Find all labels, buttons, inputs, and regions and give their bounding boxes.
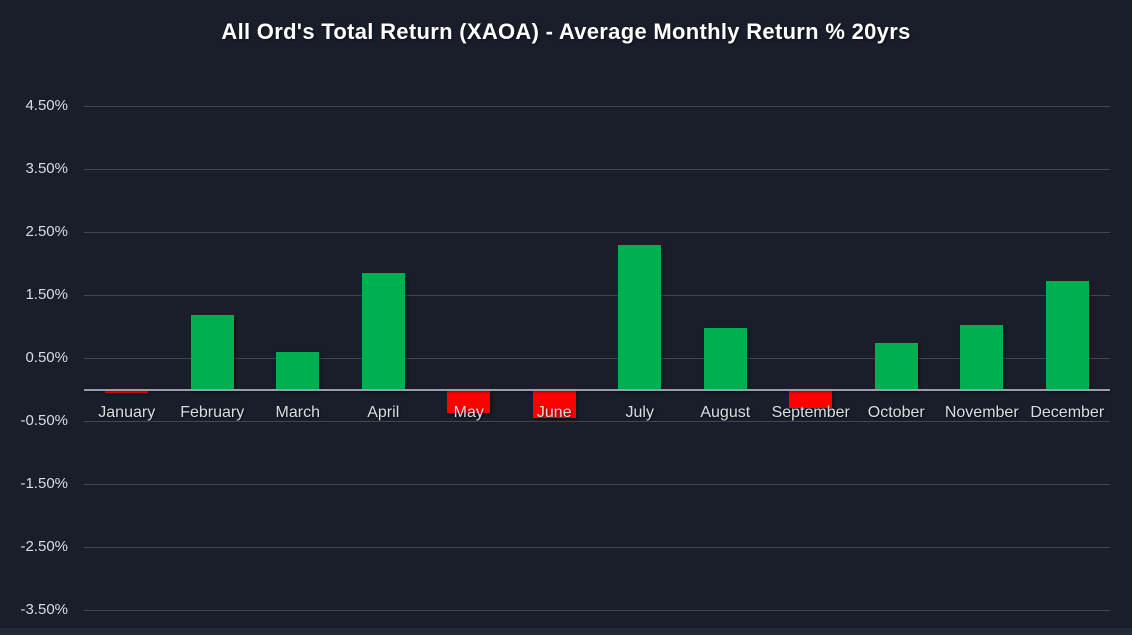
bar <box>447 389 491 413</box>
bar <box>703 327 747 390</box>
y-tick-label: -1.50% <box>20 475 68 492</box>
bar <box>874 342 918 390</box>
y-tick-label: -3.50% <box>20 601 68 618</box>
chart-title: All Ord's Total Return (XAOA) - Average … <box>221 19 911 44</box>
bar <box>789 389 833 409</box>
bar <box>960 325 1004 390</box>
x-tick-label: November <box>944 404 1019 421</box>
x-tick-label: April <box>367 404 400 421</box>
bar <box>361 272 405 390</box>
x-tick-label: July <box>625 404 654 421</box>
x-tick-label: December <box>1030 404 1105 421</box>
y-gridline <box>84 483 1110 485</box>
y-tick-label: 4.50% <box>25 97 68 114</box>
y-tick-label: 3.50% <box>25 160 68 177</box>
x-tick-label: September <box>771 404 850 421</box>
x-tick-label: August <box>700 404 751 421</box>
y-gridline <box>84 546 1110 548</box>
y-tick-label: 1.50% <box>25 286 68 303</box>
y-gridline <box>84 609 1110 611</box>
y-tick-label: -0.50% <box>20 412 68 429</box>
bar <box>532 389 576 418</box>
x-tick-label: January <box>98 404 156 421</box>
x-tick-label: June <box>536 404 572 421</box>
y-gridline <box>84 231 1110 233</box>
x-tick-label: February <box>180 404 245 421</box>
y-tick-label: 0.50% <box>25 349 68 366</box>
bar <box>190 315 234 390</box>
y-tick-label: -2.50% <box>20 538 68 555</box>
x-axis-line <box>84 388 1110 391</box>
y-gridline <box>84 357 1110 359</box>
y-gridline <box>84 168 1110 170</box>
x-tick-label: May <box>453 404 484 421</box>
bottom-edge-strip <box>0 628 1132 635</box>
y-tick-label: 2.50% <box>25 223 68 240</box>
bar <box>276 351 320 390</box>
x-tick-label: March <box>275 404 320 421</box>
y-gridline <box>84 105 1110 107</box>
y-gridline <box>84 420 1110 422</box>
y-gridline <box>84 294 1110 296</box>
x-tick-label: October <box>867 404 925 421</box>
bar <box>1045 281 1089 390</box>
bar <box>618 244 662 390</box>
bar <box>105 389 149 393</box>
